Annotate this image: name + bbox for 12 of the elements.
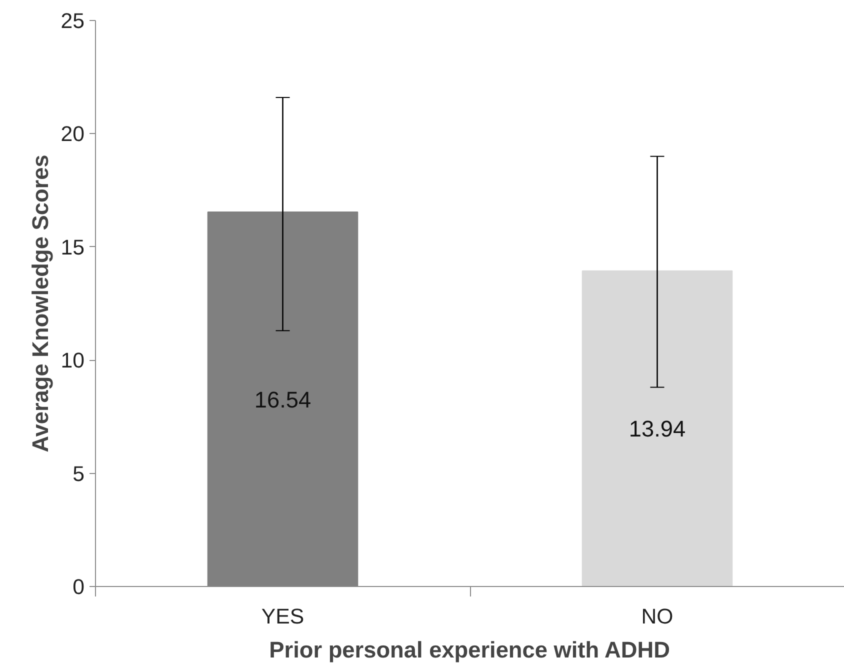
x-axis-title: Prior personal experience with ADHD bbox=[269, 636, 670, 662]
data-label: 13.94 bbox=[628, 416, 686, 442]
y-tick-label: 0 bbox=[72, 575, 85, 599]
y-tick-label: 25 bbox=[60, 9, 85, 33]
y-tick-label: 5 bbox=[72, 462, 85, 486]
y-axis-title: Average Knowledge Scores bbox=[26, 154, 53, 452]
y-tick-label: 10 bbox=[60, 348, 85, 373]
x-tick-label: YES bbox=[261, 604, 304, 628]
y-tick-label: 20 bbox=[60, 122, 85, 146]
x-tick-label: NO bbox=[641, 604, 674, 628]
data-label: 16.54 bbox=[254, 386, 312, 412]
y-tick-label: 15 bbox=[60, 235, 85, 260]
